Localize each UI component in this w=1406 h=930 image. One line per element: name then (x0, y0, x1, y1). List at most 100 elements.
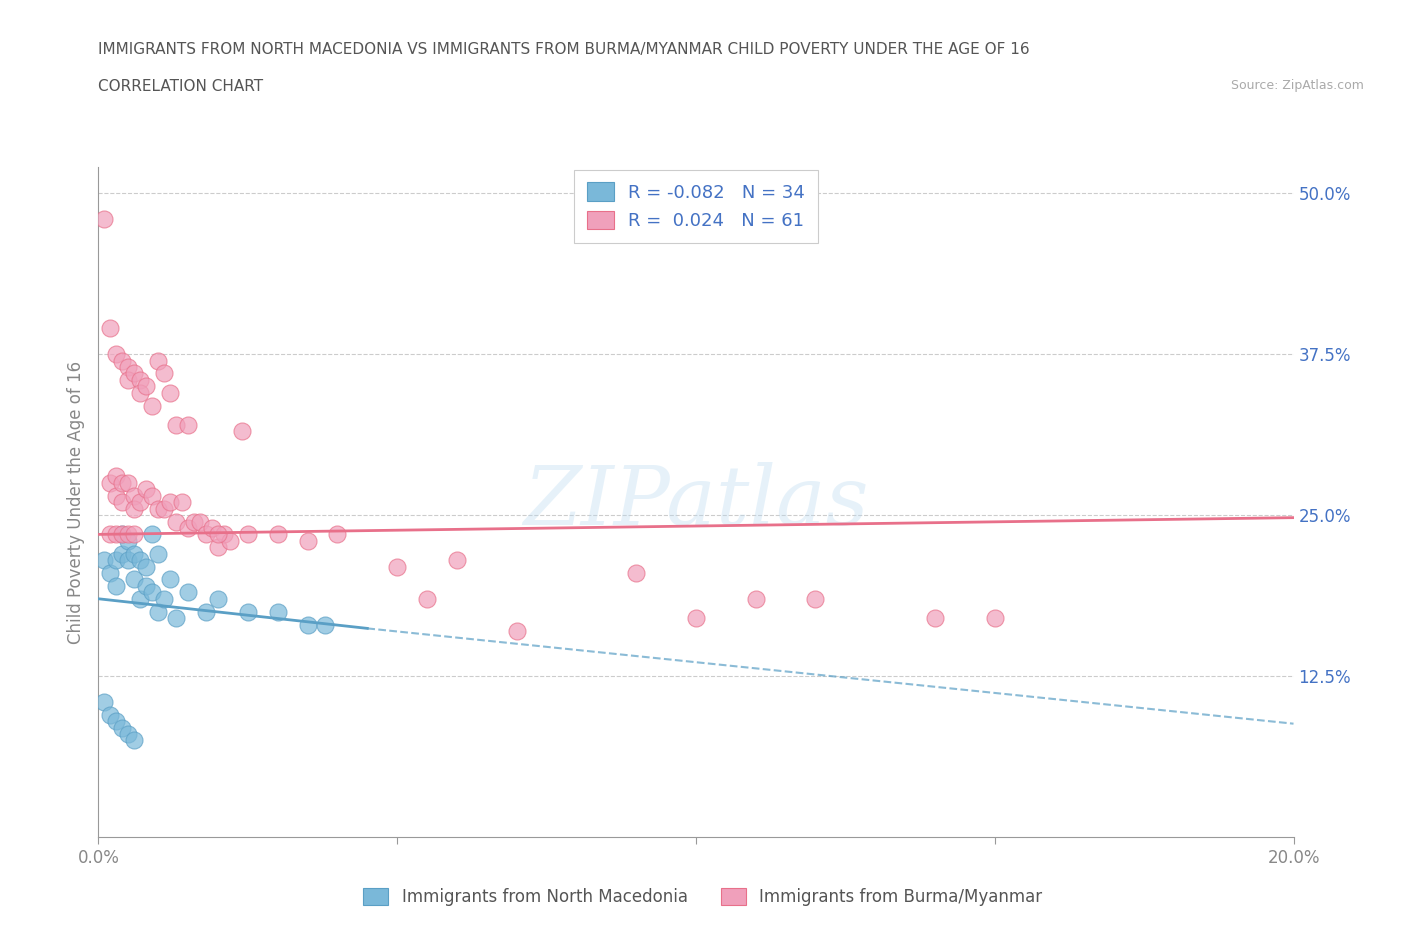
Point (124, 527, 146, 542)
Point (105, 552, 128, 567)
Point (153, 501, 176, 516)
Point (124, 488, 146, 503)
Point (117, 360, 139, 375)
Point (983, 611, 1005, 626)
Point (93, 211, 115, 226)
Point (111, 475, 134, 490)
Point (129, 372, 152, 387)
Point (111, 546, 134, 561)
Point (117, 726, 139, 741)
Point (236, 604, 259, 619)
Point (297, 618, 319, 632)
Point (141, 585, 163, 600)
Point (685, 611, 707, 626)
Point (98, 707, 122, 722)
Point (111, 720, 134, 735)
Point (117, 372, 139, 387)
Point (416, 591, 439, 606)
Point (153, 366, 176, 381)
Point (159, 572, 181, 587)
Point (124, 572, 146, 587)
Text: ZIPatlas: ZIPatlas (523, 462, 869, 542)
Point (111, 527, 134, 542)
Point (177, 585, 200, 600)
Point (236, 527, 259, 542)
Point (153, 591, 176, 606)
Point (267, 527, 290, 542)
Point (148, 501, 170, 516)
Point (148, 546, 170, 561)
Point (129, 385, 152, 400)
Point (159, 495, 181, 510)
Point (111, 527, 134, 542)
Point (105, 527, 128, 542)
Point (135, 482, 157, 497)
Point (124, 546, 146, 561)
Point (117, 552, 139, 567)
Point (111, 495, 134, 510)
Point (117, 534, 139, 549)
Point (165, 611, 187, 626)
Point (446, 552, 468, 567)
Point (924, 611, 946, 626)
Y-axis label: Child Poverty Under the Age of 16: Child Poverty Under the Age of 16 (66, 361, 84, 644)
Point (231, 424, 253, 439)
Text: CORRELATION CHART: CORRELATION CHART (98, 79, 263, 94)
Point (105, 713, 128, 728)
Point (124, 366, 146, 381)
Point (105, 347, 128, 362)
Point (141, 488, 163, 503)
Point (111, 353, 134, 368)
Point (326, 527, 349, 542)
Point (129, 591, 152, 606)
Point (297, 534, 319, 549)
Point (183, 514, 205, 529)
Point (148, 604, 170, 619)
Text: Source: ZipAtlas.com: Source: ZipAtlas.com (1230, 79, 1364, 92)
Point (804, 591, 827, 606)
Text: IMMIGRANTS FROM NORTH MACEDONIA VS IMMIGRANTS FROM BURMA/MYANMAR CHILD POVERTY U: IMMIGRANTS FROM NORTH MACEDONIA VS IMMIG… (98, 42, 1031, 57)
Point (177, 418, 200, 432)
Legend: Immigrants from North Macedonia, Immigrants from Burma/Myanmar: Immigrants from North Macedonia, Immigra… (357, 881, 1049, 912)
Point (135, 379, 157, 393)
Point (745, 591, 768, 606)
Point (188, 514, 211, 529)
Point (105, 469, 128, 484)
Point (194, 527, 218, 542)
Point (212, 527, 235, 542)
Point (165, 418, 187, 432)
Point (385, 559, 409, 574)
Point (207, 539, 229, 554)
Point (135, 578, 157, 593)
Point (117, 475, 139, 490)
Point (98, 475, 122, 490)
Point (267, 604, 290, 619)
Point (98, 321, 122, 336)
Point (117, 527, 139, 542)
Point (124, 733, 146, 748)
Point (129, 495, 152, 510)
Point (177, 521, 200, 536)
Point (624, 565, 647, 580)
Point (93, 552, 115, 567)
Point (98, 565, 122, 580)
Point (148, 353, 170, 368)
Point (172, 495, 194, 510)
Point (141, 398, 163, 413)
Point (141, 527, 163, 542)
Point (105, 488, 128, 503)
Point (506, 623, 529, 638)
Point (315, 618, 337, 632)
Point (194, 604, 218, 619)
Point (207, 591, 229, 606)
Point (98, 527, 122, 542)
Point (159, 385, 181, 400)
Point (124, 501, 146, 516)
Point (219, 534, 242, 549)
Point (135, 559, 157, 574)
Point (207, 527, 229, 542)
Point (201, 521, 224, 536)
Point (93, 695, 115, 710)
Point (165, 514, 187, 529)
Point (105, 578, 128, 593)
